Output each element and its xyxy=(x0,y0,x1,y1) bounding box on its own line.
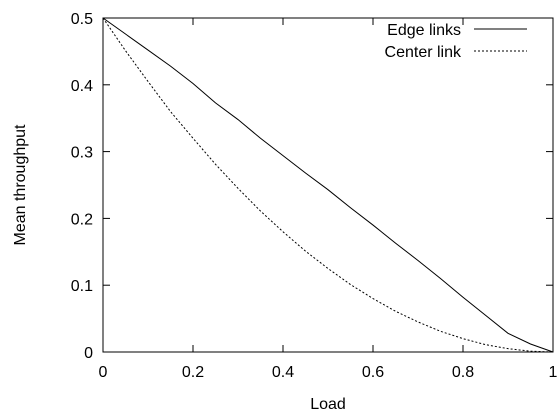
y-tick-label: 0.5 xyxy=(71,11,93,28)
y-tick-label: 0.4 xyxy=(71,78,93,95)
legend-label: Edge links xyxy=(387,22,461,39)
x-tick-label: 0.6 xyxy=(362,364,384,381)
x-tick-label: 0 xyxy=(99,364,108,381)
series-layer xyxy=(102,17,554,353)
y-tick-label: 0.1 xyxy=(71,278,93,295)
y-axis-ticks: 0 0.1 0.2 0.3 0.4 0.5 xyxy=(71,11,553,362)
series-line-edge-links xyxy=(102,17,554,353)
x-tick-label: 0.4 xyxy=(272,364,294,381)
legend: Edge links Center link xyxy=(385,22,527,61)
series-line-center-link xyxy=(102,17,554,353)
y-axis-label: Mean throughput xyxy=(12,124,29,246)
x-tick-label: 1 xyxy=(549,364,558,381)
x-tick-label: 0.8 xyxy=(452,364,474,381)
x-axis-ticks: 0 0.2 0.4 0.6 0.8 1 xyxy=(99,18,558,381)
y-tick-label: 0 xyxy=(84,345,93,362)
plot-frame xyxy=(102,17,554,353)
x-axis-label: Load xyxy=(310,396,346,412)
y-tick-label: 0.2 xyxy=(71,211,93,228)
y-tick-label: 0.3 xyxy=(71,145,93,162)
legend-label: Center link xyxy=(385,44,462,61)
x-tick-label: 0.2 xyxy=(182,364,204,381)
